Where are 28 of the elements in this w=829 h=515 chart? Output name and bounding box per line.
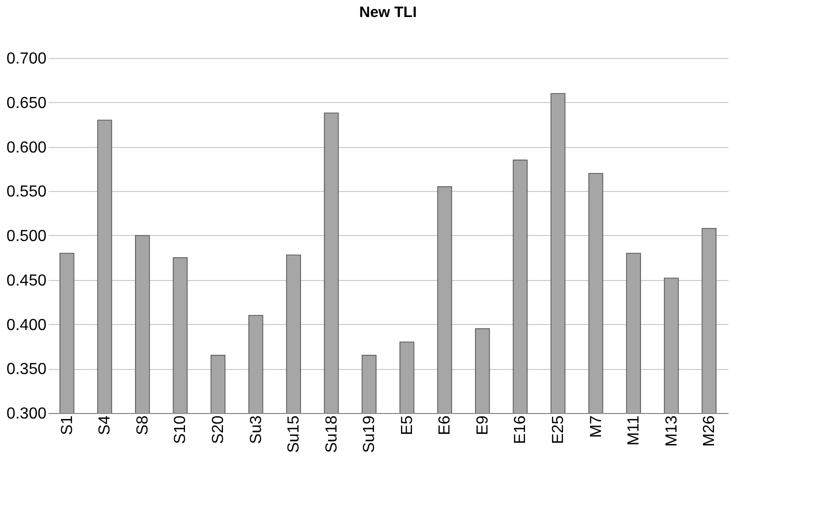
x-tick-label: S4: [96, 415, 114, 436]
x-tick-label: E6: [436, 415, 454, 436]
chart-title: New TLI: [359, 4, 417, 21]
x-tick-label: Su19: [361, 415, 378, 453]
x-tick-label: S8: [134, 415, 152, 436]
y-tick-label: 0.500: [6, 228, 47, 245]
y-tick-label: 0.650: [6, 94, 47, 112]
x-tick-label: Su3: [248, 415, 265, 444]
y-tick-label: 0.450: [6, 272, 47, 290]
x-tick-label: S10: [172, 415, 190, 444]
x-tick-label: E5: [398, 415, 416, 436]
x-tick-label: E9: [474, 415, 492, 436]
y-tick-label: 0.550: [6, 184, 47, 201]
x-tick-label: Su15: [286, 415, 303, 453]
x-tick-label: S1: [58, 415, 76, 436]
x-tick-label: M11: [626, 415, 643, 446]
y-tick-label: 0.700: [6, 50, 47, 68]
y-tick-label: 0.350: [6, 361, 47, 378]
x-tick-label: M7: [588, 415, 605, 438]
x-tick-label: E25: [550, 415, 567, 444]
y-tick-label: 0.600: [6, 139, 47, 156]
x-tick-label: S20: [210, 415, 227, 444]
x-tick-label: M26: [701, 415, 718, 447]
x-tick-label: M13: [663, 415, 680, 447]
y-tick-label: 0.300: [6, 406, 47, 422]
y-tick-label: 0.400: [6, 316, 47, 334]
x-tick-label: E16: [512, 415, 530, 444]
x-tick-label: Su18: [323, 415, 340, 453]
